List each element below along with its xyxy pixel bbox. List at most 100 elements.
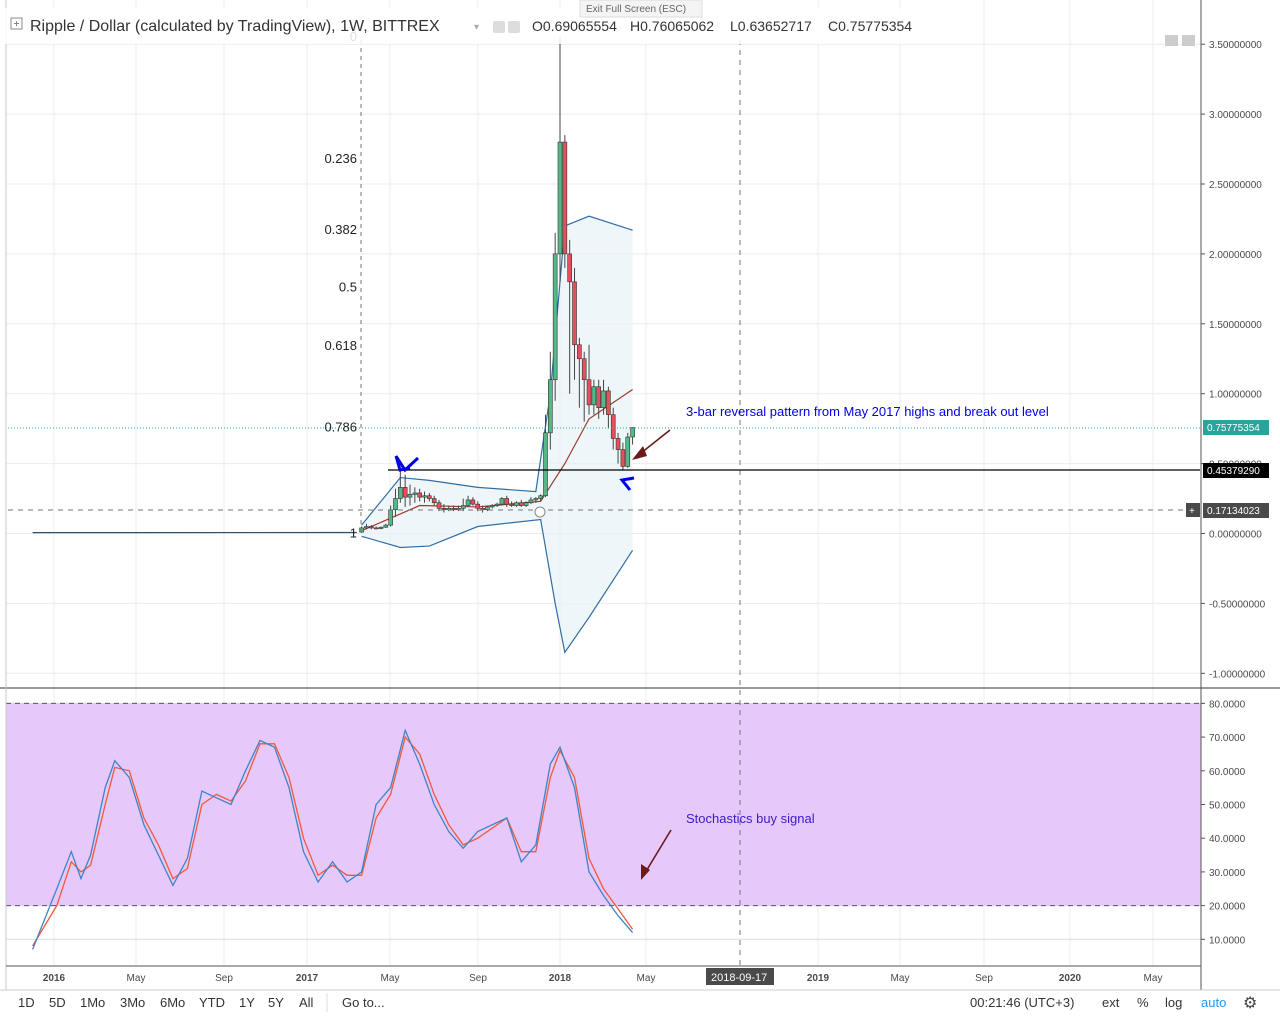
fib-level-label: 0.618 xyxy=(324,338,357,353)
symbol-title[interactable]: Ripple / Dollar (calculated by TradingVi… xyxy=(30,18,440,35)
blue-marker-arrow-right xyxy=(619,476,635,491)
bollinger-lower xyxy=(361,518,634,654)
price-tick-label: 1.00000000 xyxy=(1209,390,1262,401)
svg-text:H0.76065062: H0.76065062 xyxy=(630,18,714,34)
percent-toggle[interactable]: % xyxy=(1137,995,1149,1010)
fib-level-label: 0.786 xyxy=(324,419,357,434)
fib-level-label: 0.236 xyxy=(324,151,357,166)
log-toggle[interactable]: log xyxy=(1165,995,1182,1010)
candle-body xyxy=(422,495,427,498)
candle-body xyxy=(359,527,364,533)
candle-body xyxy=(494,503,500,506)
candle-body xyxy=(436,502,442,509)
price-tick-label: 3.50000000 xyxy=(1209,40,1262,51)
time-tick-label: 2017 xyxy=(296,973,319,984)
candle-body xyxy=(528,499,534,504)
interval-button-1y[interactable]: 1Y xyxy=(239,995,255,1010)
crosshair-date-label: 2018-09-17 xyxy=(711,972,767,984)
symbol-collapse-icon[interactable] xyxy=(10,17,23,30)
candle-body xyxy=(625,436,631,467)
stochastic-arrow-shaft xyxy=(644,829,672,874)
candle-body xyxy=(601,390,606,408)
time-tick-label: 2019 xyxy=(807,973,830,984)
time-tick-label: 2018 xyxy=(549,973,572,984)
interval-button-1d[interactable]: 1D xyxy=(18,995,35,1010)
interval-button-ytd[interactable]: YTD xyxy=(199,995,225,1010)
stochastic-d-line xyxy=(32,735,634,947)
stoch-tick-label: 60.0000 xyxy=(1209,767,1246,778)
candle-body xyxy=(470,499,476,505)
candle-body xyxy=(393,498,398,511)
time-tick-label: Sep xyxy=(975,973,993,984)
time-tick-label: May xyxy=(127,973,146,984)
candle-body xyxy=(378,526,384,529)
ohlc-values: O0.69065554 H0.76065062 L0.63652717 C0.7… xyxy=(532,18,912,34)
crosshair-price-tag xyxy=(1203,503,1269,518)
svg-text:C0.75775354: C0.75775354 xyxy=(828,18,912,34)
crosshair-price-label: 0.17134023 xyxy=(1207,506,1260,517)
time-tick-label: 2020 xyxy=(1059,973,1082,984)
scroll-down-icon[interactable] xyxy=(1165,35,1178,46)
candle-body xyxy=(431,498,437,504)
candle-body xyxy=(412,492,418,495)
header-backdrop xyxy=(0,8,925,44)
time-axis[interactable]: 2016 May Sep 2017 May Sep 2018 May 2019 May Sep 202… xyxy=(43,973,1163,984)
stoch-tick-label: 20.0000 xyxy=(1209,902,1246,913)
candle-body xyxy=(548,379,553,434)
stoch-tick-label: 40.0000 xyxy=(1209,834,1246,845)
bollinger-upper xyxy=(361,215,633,526)
price-tick-label: -0.50000000 xyxy=(1209,599,1266,610)
fib-level-label: 0.5 xyxy=(339,279,357,294)
interval-button-all[interactable]: All xyxy=(299,995,314,1010)
candlesticks xyxy=(359,37,635,533)
candle-body xyxy=(581,358,587,381)
support-price-label: 0.45379290 xyxy=(1207,466,1260,477)
gear-icon[interactable] xyxy=(508,21,520,33)
candle-body xyxy=(552,253,558,381)
ext-toggle[interactable]: ext xyxy=(1102,995,1120,1010)
add-alert-button[interactable] xyxy=(1186,503,1200,517)
stochastic-band xyxy=(6,703,1201,906)
price-tick-label: 0.00000000 xyxy=(1209,530,1262,541)
stochastic-k-line xyxy=(31,728,634,950)
stochastic-arrow-head xyxy=(641,864,650,880)
chevron-down-icon[interactable]: ▾ xyxy=(474,22,479,33)
goto-button[interactable]: Go to... xyxy=(342,995,385,1010)
gear-icon[interactable]: ⚙ xyxy=(1243,995,1257,1012)
interval-button-1mo[interactable]: 1Mo xyxy=(80,995,105,1010)
candle-body xyxy=(562,141,568,255)
candle-body xyxy=(514,502,519,506)
stoch-tick-label: 10.0000 xyxy=(1209,935,1246,946)
candle-body xyxy=(523,502,529,506)
settings-icon[interactable] xyxy=(493,21,505,33)
exit-fullscreen-button[interactable] xyxy=(579,0,703,18)
interval-button-5d[interactable]: 5D xyxy=(49,995,66,1010)
candle-body xyxy=(489,505,495,508)
candle-body xyxy=(572,281,577,346)
candle-body xyxy=(407,494,413,498)
candle-body xyxy=(543,432,548,497)
stochastic-axis[interactable]: 80.0000 70.0000 60.0000 50.0000 40.0000 30.00… xyxy=(1201,699,1246,946)
maximize-icon[interactable] xyxy=(1182,35,1195,46)
candle-body xyxy=(451,508,456,511)
candle-body xyxy=(364,526,369,529)
bottom-toolbar: 1D 5D 1Mo 3Mo 6Mo YTD 1Y 5Y All Go to... 00:21:4… xyxy=(18,993,1257,1012)
clock-label[interactable]: 00:21:46 (UTC+3) xyxy=(970,995,1074,1010)
interval-button-6mo[interactable]: 6Mo xyxy=(160,995,185,1010)
interval-button-3mo[interactable]: 3Mo xyxy=(120,995,145,1010)
price-tick-label: -1.00000000 xyxy=(1209,669,1266,680)
candle-body xyxy=(615,438,621,450)
candle-body xyxy=(518,502,524,506)
time-tick-label: May xyxy=(381,973,400,984)
interval-button-5y[interactable]: 5Y xyxy=(268,995,284,1010)
candle-body xyxy=(630,427,635,438)
time-tick-label: Sep xyxy=(215,973,233,984)
candle-body xyxy=(383,524,389,528)
candle-body xyxy=(620,449,626,467)
candle-body xyxy=(373,527,379,530)
candle-body xyxy=(504,498,510,505)
candle-body xyxy=(577,344,582,360)
candle-body xyxy=(398,487,403,499)
auto-toggle[interactable]: auto xyxy=(1201,995,1226,1010)
